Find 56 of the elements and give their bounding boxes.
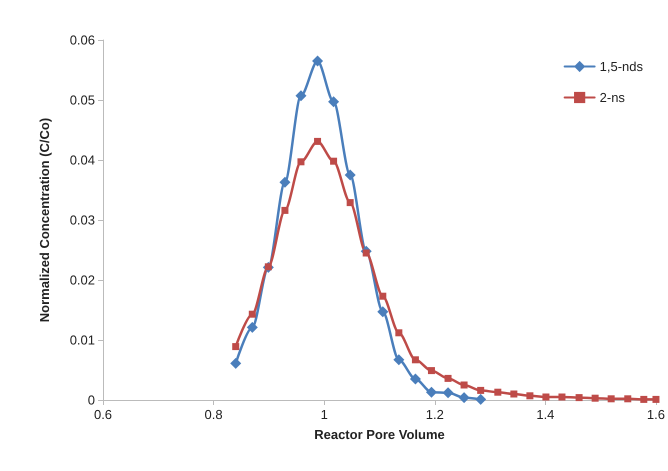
x-tick-label: 0.8 [204, 407, 223, 422]
legend-label: 2-ns [600, 90, 626, 105]
point [377, 306, 388, 318]
y-tick-label: 0.01 [70, 332, 95, 348]
point [246, 322, 258, 333]
y-tick-label: 0.06 [70, 32, 95, 48]
point [640, 396, 648, 403]
point [346, 199, 354, 206]
point [393, 354, 404, 366]
point [230, 358, 242, 369]
point [444, 374, 452, 382]
point [510, 390, 518, 398]
point [460, 382, 468, 388]
point [344, 170, 356, 180]
point [608, 395, 615, 402]
point [279, 176, 290, 188]
x-tick-label: 1.2 [426, 407, 444, 422]
point [652, 396, 660, 403]
x-tick-label: 1 [320, 407, 328, 422]
y-tick-label: 0.04 [70, 152, 95, 168]
x-tick-label: 1.4 [536, 407, 554, 422]
point [558, 394, 566, 400]
y-axis-title: Normalized Concentration (C/Co) [37, 118, 52, 322]
x-axis-title: Reactor Pore Volume [314, 427, 445, 442]
y-tick-label: 0.03 [70, 212, 95, 228]
point [542, 394, 550, 400]
point [330, 158, 338, 165]
x-tick-label: 0.6 [94, 407, 112, 422]
point [428, 367, 435, 374]
point [477, 386, 484, 394]
point [458, 392, 470, 404]
point [379, 292, 386, 300]
point [624, 395, 632, 402]
point [314, 138, 322, 145]
point [442, 387, 454, 398]
point [248, 310, 256, 318]
point [475, 394, 486, 405]
y-tick-label: 0.02 [70, 272, 95, 288]
legend-label: 1,5-nds [600, 59, 644, 74]
point [426, 386, 437, 398]
point [295, 90, 306, 102]
point [281, 206, 288, 214]
point [412, 356, 419, 364]
point [232, 343, 240, 350]
point [312, 56, 324, 66]
point [592, 394, 599, 402]
point [410, 374, 421, 384]
y-tick-label: 0 [88, 392, 95, 408]
point [328, 96, 340, 108]
point [494, 388, 502, 396]
point [395, 329, 402, 336]
x-tick-label: 1.6 [646, 407, 666, 422]
point [297, 158, 304, 166]
y-tick-label: 0.05 [70, 92, 95, 108]
point [526, 392, 534, 400]
point [576, 394, 583, 402]
